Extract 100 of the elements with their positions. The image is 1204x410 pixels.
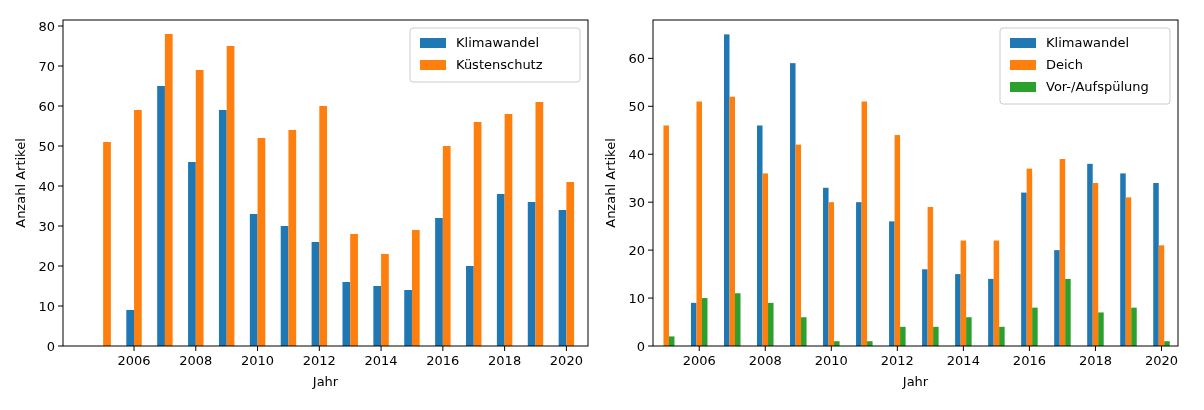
bar bbox=[894, 135, 901, 346]
bar bbox=[856, 202, 862, 346]
bar bbox=[790, 63, 796, 346]
bar bbox=[257, 138, 266, 346]
legend-label: Klimawandel bbox=[456, 35, 540, 50]
bar bbox=[663, 125, 669, 346]
bar bbox=[195, 70, 204, 346]
bar bbox=[889, 221, 895, 346]
bar bbox=[164, 34, 173, 346]
bar bbox=[558, 210, 567, 346]
bar bbox=[922, 269, 928, 346]
bar bbox=[157, 86, 165, 346]
x-tick-label: 2010 bbox=[241, 353, 275, 368]
x-tick-label: 2006 bbox=[682, 353, 716, 368]
bar bbox=[927, 206, 934, 346]
legend-label: Deich bbox=[1046, 57, 1084, 72]
bar bbox=[999, 326, 1005, 346]
x-tick-label: 2020 bbox=[1144, 353, 1179, 368]
bar bbox=[350, 234, 358, 346]
x-tick-label: 2012 bbox=[302, 353, 336, 368]
y-tick-label: 30 bbox=[38, 218, 55, 234]
bar bbox=[319, 106, 328, 346]
bar bbox=[933, 326, 939, 346]
bar bbox=[1120, 173, 1126, 346]
x-tick-label: 2010 bbox=[814, 353, 848, 368]
legend-label: Klimawandel bbox=[1046, 35, 1130, 50]
bar bbox=[1059, 159, 1066, 346]
bar bbox=[342, 282, 351, 346]
bar bbox=[103, 142, 111, 346]
bar bbox=[768, 302, 774, 346]
bar bbox=[1125, 197, 1132, 346]
bar bbox=[723, 34, 730, 346]
y-tick-label: 30 bbox=[628, 194, 645, 210]
bar bbox=[535, 102, 544, 346]
bar bbox=[373, 286, 382, 346]
y-axis-title: Anzahl Artikel bbox=[603, 138, 618, 228]
bar bbox=[735, 293, 741, 346]
bar bbox=[1065, 278, 1071, 346]
bar bbox=[1032, 307, 1038, 346]
bar bbox=[466, 266, 474, 346]
x-tick-label: 2014 bbox=[946, 353, 980, 368]
y-tick-label: 0 bbox=[46, 338, 55, 354]
y-tick-label: 70 bbox=[38, 58, 55, 74]
bar bbox=[435, 218, 443, 346]
bar bbox=[900, 326, 906, 346]
bar bbox=[527, 202, 536, 346]
bar bbox=[288, 130, 297, 346]
bar bbox=[442, 146, 451, 346]
x-tick-label: 2018 bbox=[1078, 353, 1112, 368]
bar bbox=[1054, 250, 1060, 346]
x-tick-label: 2006 bbox=[117, 353, 151, 368]
bar bbox=[566, 182, 575, 346]
bar bbox=[867, 341, 873, 346]
y-tick-label: 0 bbox=[636, 338, 645, 354]
bar bbox=[762, 173, 769, 346]
bar bbox=[134, 110, 142, 346]
bar bbox=[696, 101, 702, 346]
y-tick-label: 60 bbox=[38, 98, 55, 114]
y-tick-label: 10 bbox=[628, 290, 645, 306]
bar bbox=[126, 310, 135, 346]
x-tick-label: 2008 bbox=[179, 353, 213, 368]
bar bbox=[729, 96, 735, 346]
bar bbox=[1087, 163, 1093, 346]
bar bbox=[218, 110, 227, 346]
y-tick-label: 20 bbox=[38, 258, 55, 274]
y-tick-label: 50 bbox=[38, 138, 55, 154]
bar bbox=[249, 214, 258, 346]
bar bbox=[1092, 183, 1099, 346]
y-tick-label: 80 bbox=[38, 18, 55, 34]
bar bbox=[226, 46, 235, 346]
bar bbox=[1026, 168, 1033, 346]
legend-label: Vor-/Aufspülung bbox=[1046, 79, 1149, 94]
bar bbox=[496, 194, 505, 346]
y-axis-title: Anzahl Artikel bbox=[13, 138, 28, 228]
bar bbox=[1158, 245, 1165, 346]
legend-label: Küstenschutz bbox=[456, 57, 543, 72]
bar bbox=[757, 125, 763, 346]
bar bbox=[834, 341, 840, 346]
bar bbox=[411, 230, 420, 346]
bar bbox=[381, 254, 389, 346]
y-tick-label: 20 bbox=[628, 242, 645, 258]
x-axis-title: Jahr bbox=[311, 374, 339, 389]
y-tick-label: 50 bbox=[628, 98, 645, 114]
bar bbox=[280, 226, 289, 346]
bar bbox=[960, 240, 967, 346]
y-tick-label: 10 bbox=[38, 298, 55, 314]
bar bbox=[1164, 341, 1170, 346]
y-tick-label: 40 bbox=[38, 178, 55, 194]
bar bbox=[188, 162, 196, 346]
x-tick-label: 2020 bbox=[549, 353, 583, 368]
x-tick-label: 2016 bbox=[1012, 353, 1046, 368]
bar bbox=[823, 187, 829, 346]
x-tick-label: 2012 bbox=[880, 353, 914, 368]
bar bbox=[1021, 192, 1027, 346]
bar bbox=[955, 274, 961, 346]
bar bbox=[966, 317, 972, 346]
bar bbox=[801, 317, 807, 346]
bar bbox=[1098, 312, 1104, 346]
bar bbox=[861, 101, 868, 346]
bar bbox=[504, 114, 513, 346]
